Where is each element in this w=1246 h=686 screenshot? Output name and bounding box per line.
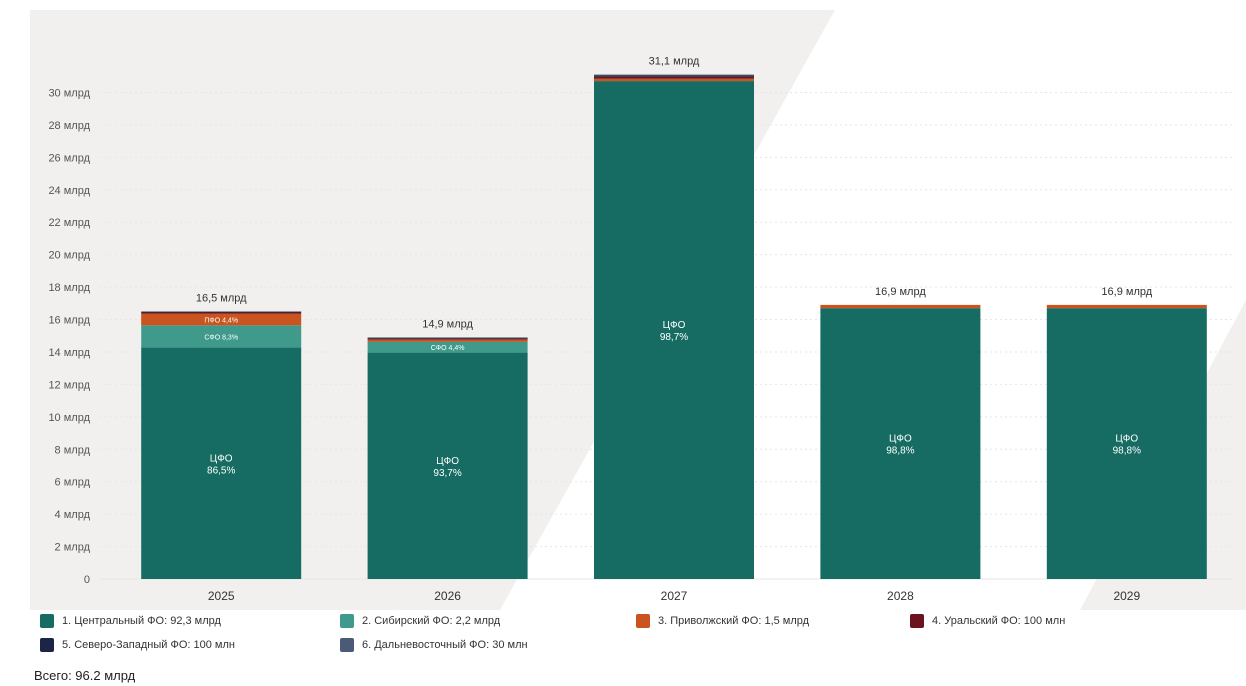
bar-segment-2025-5: [141, 311, 302, 313]
legend-swatch: [40, 614, 54, 628]
legend-item: 3. Приволжский ФО: 1,5 млрд: [636, 614, 809, 628]
bar-segment-2026-2: [367, 341, 528, 353]
segment-label: СФО 4,4%: [431, 345, 465, 352]
bar-segment-2025-6: [141, 311, 302, 312]
bar-segment-2029-1: [1046, 308, 1207, 579]
segment-label: ЦФО: [889, 434, 912, 445]
bar-segment-2027-4: [594, 76, 754, 79]
bar-segment-2026-6: [367, 337, 528, 338]
legend-swatch: [340, 638, 354, 652]
segment-label: 98,8%: [886, 446, 914, 457]
bar-segment-2026-5: [367, 337, 528, 339]
y-tick-label: 6 млрд: [55, 477, 91, 489]
bar-segment-2027-1: [594, 81, 754, 579]
y-tick-label: 10 млрд: [48, 412, 90, 424]
y-tick-label: 4 млрд: [55, 509, 91, 521]
segment-label: 98,7%: [660, 332, 688, 343]
legend-label: 3. Приволжский ФО: 1,5 млрд: [658, 615, 810, 627]
legend-label: 6. Дальневосточный ФО: 30 млн: [362, 639, 528, 651]
y-tick-label: 16 млрд: [48, 315, 90, 327]
bar-segment-2028-1: [820, 308, 981, 579]
bar-total-label: 14,9 млрд: [422, 318, 473, 330]
segment-label: 93,7%: [433, 468, 461, 479]
legend-item: 5. Северо-Западный ФО: 100 млн: [40, 638, 235, 652]
y-tick-label: 24 млрд: [48, 185, 90, 197]
segment-label: ЦФО: [663, 320, 686, 331]
bar-segment-2025-4: [141, 312, 302, 314]
legend-swatch: [636, 614, 650, 628]
segment-label: СФО 8,3%: [204, 334, 238, 341]
y-tick-label: 20 млрд: [48, 250, 90, 262]
bar-segment-2027-3: [594, 78, 754, 82]
segment-label: 98,8%: [1113, 446, 1141, 457]
bar-segment-2027-5: [594, 75, 754, 77]
y-tick-label: 14 млрд: [48, 347, 90, 359]
bar-total-label: 16,5 млрд: [196, 292, 247, 304]
bar-segment-2025-1: [141, 347, 302, 579]
x-tick-label: 2026: [434, 589, 461, 603]
stacked-bar-chart: 0 2 млрд 4 млрд 6 млрд 8 млрд 10 млрд 12 млрд 1…: [30, 10, 1246, 610]
x-tick-label: 2025: [208, 589, 235, 603]
segment-label: 86,5%: [207, 465, 235, 476]
bar-segment-2025-2: [141, 325, 302, 348]
legend-item: 6. Дальневосточный ФО: 30 млн: [340, 638, 528, 652]
x-tick-label: 2028: [887, 589, 914, 603]
x-tick-label: 2029: [1113, 589, 1140, 603]
bar-segment-2028-3: [820, 304, 981, 309]
bar-total-label: 31,1 млрд: [649, 56, 700, 68]
bar-segment-2026-3: [367, 339, 528, 342]
y-tick-label: 28 млрд: [48, 120, 90, 132]
y-tick-label: 8 млрд: [55, 444, 91, 456]
bar-segment-2026-4: [367, 338, 528, 340]
segment-label: ЦФО: [1115, 434, 1138, 445]
legend-item: 4. Уральский ФО: 100 млн: [910, 614, 1065, 628]
bar-segment-2025-3: [141, 313, 302, 326]
legend-swatch: [40, 638, 54, 652]
legend-swatch: [910, 614, 924, 628]
segment-label: ЦФО: [436, 456, 459, 467]
legend-label: 4. Уральский ФО: 100 млн: [932, 615, 1066, 627]
y-tick-label: 12 млрд: [48, 379, 90, 391]
bar-segment-2029-3: [1046, 304, 1207, 309]
bar-total-label: 16,9 млрд: [1101, 286, 1152, 298]
y-tick-label: 22 млрд: [48, 217, 90, 229]
legend-item: 2. Сибирский ФО: 2,2 млрд: [340, 614, 500, 628]
x-tick-label: 2027: [661, 589, 688, 603]
legend-label: 1. Центральный ФО: 92,3 млрд: [62, 615, 221, 627]
y-tick-label: 30 млрд: [48, 87, 90, 99]
y-tick-label: 18 млрд: [48, 282, 90, 294]
bar-segment-2027-6: [594, 74, 754, 76]
y-tick-label: 26 млрд: [48, 152, 90, 164]
bar-segment-2026-1: [367, 352, 528, 579]
legend-swatch: [340, 614, 354, 628]
total-label: Всего: 96.2 млрд: [34, 668, 136, 683]
legend-item: 1. Центральный ФО: 92,3 млрд: [40, 614, 221, 628]
segment-label: ПФО 4,4%: [204, 317, 238, 324]
legend-label: 2. Сибирский ФО: 2,2 млрд: [362, 615, 501, 627]
bar-total-label: 16,9 млрд: [875, 286, 926, 298]
legend-label: 5. Северо-Западный ФО: 100 млн: [62, 639, 235, 651]
y-tick-label: 0: [84, 574, 90, 586]
segment-label: ЦФО: [210, 453, 233, 464]
y-tick-label: 2 млрд: [55, 542, 91, 554]
